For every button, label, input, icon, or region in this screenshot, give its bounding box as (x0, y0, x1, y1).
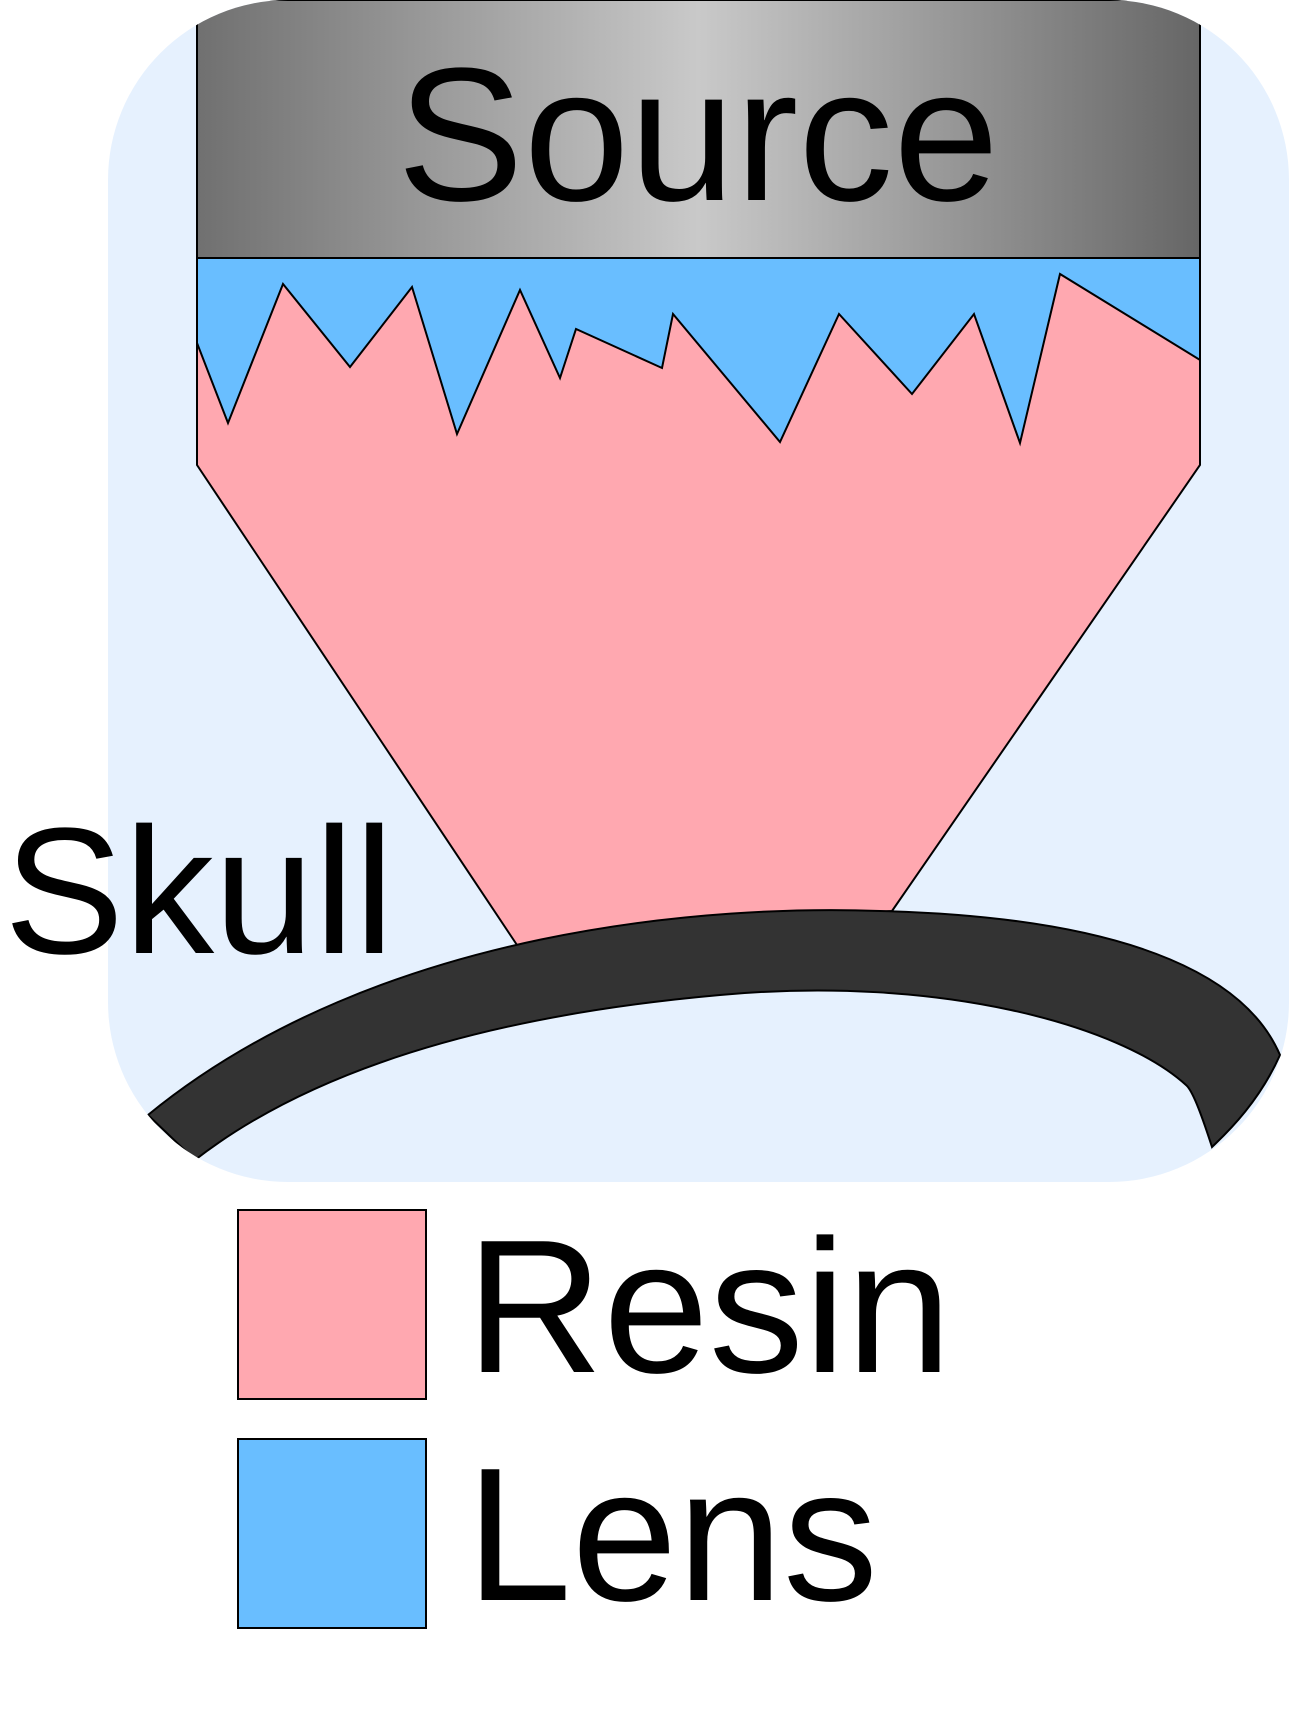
legend-label-lens: Lens (466, 1429, 878, 1641)
skull-band (146, 909, 1282, 1162)
skull-label: Skull (4, 791, 394, 992)
legend-swatch-resin (237, 1209, 427, 1400)
lens-region (196, 257, 1201, 447)
legend: Resin Lens (237, 1201, 952, 1641)
legend-swatch-lens (237, 1438, 427, 1629)
legend-label-resin: Resin (466, 1201, 952, 1413)
source-block (196, 0, 1201, 259)
source-label: Source (397, 29, 999, 241)
